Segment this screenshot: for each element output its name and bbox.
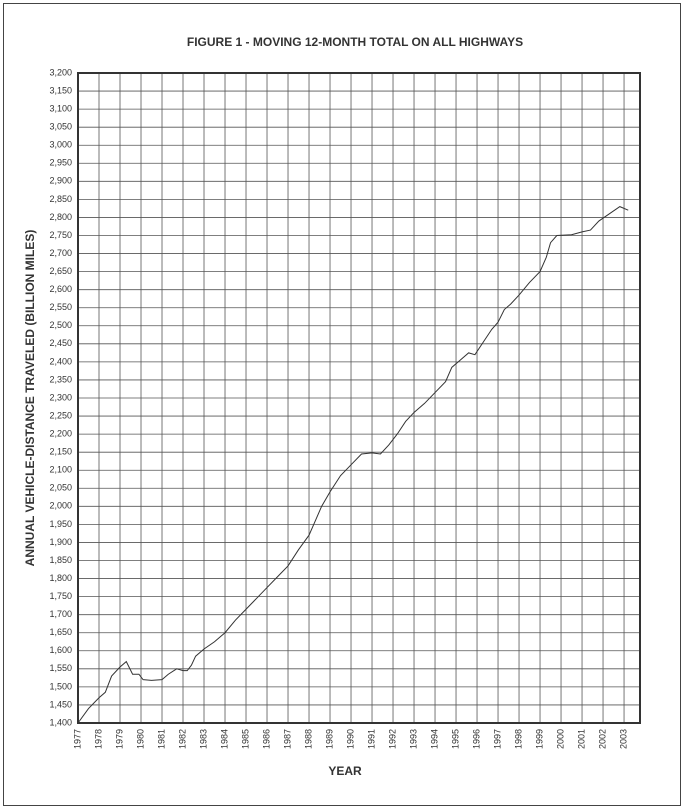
- data-line: [77, 206, 629, 724]
- x-tick-label: 1998: [513, 729, 523, 749]
- x-tick-label: 1979: [114, 729, 124, 749]
- x-tick-label: 1977: [72, 729, 82, 749]
- y-tick-label: 2,650: [49, 266, 72, 276]
- y-tick-label: 1,700: [49, 609, 72, 619]
- y-tick-label: 2,950: [49, 158, 72, 168]
- x-tick-label: 1981: [156, 729, 166, 749]
- x-tick-label: 1980: [135, 729, 145, 749]
- y-tick-label: 1,900: [49, 537, 72, 547]
- outer-frame: [3, 3, 681, 806]
- y-tick-label: 2,450: [49, 338, 72, 348]
- x-tick-label: 1988: [303, 729, 313, 749]
- y-tick-label: 3,050: [49, 122, 72, 132]
- y-tick-label: 1,650: [49, 627, 72, 637]
- y-tick-label: 2,250: [49, 410, 72, 420]
- y-tick-label: 1,550: [49, 663, 72, 673]
- y-tick-label: 2,800: [49, 212, 72, 222]
- x-tick-label: 2000: [555, 729, 565, 749]
- y-tick-label: 2,400: [49, 356, 72, 366]
- y-tick-label: 2,100: [49, 465, 72, 475]
- y-tick-label: 1,850: [49, 555, 72, 565]
- x-tick-label: 1990: [345, 729, 355, 749]
- plot-frame: [77, 72, 641, 724]
- y-tick-label: 2,300: [49, 392, 72, 402]
- y-tick-label: 1,800: [49, 573, 72, 583]
- x-tick-label: 1989: [324, 729, 334, 749]
- x-tick-label: 1992: [387, 729, 397, 749]
- y-tick-label: 1,950: [49, 519, 72, 529]
- x-tick-label: 2001: [576, 729, 586, 749]
- x-tick-label: 2003: [618, 729, 628, 749]
- x-tick-label: 1997: [492, 729, 502, 749]
- x-tick-label: 1991: [366, 729, 376, 749]
- x-tick-label: 1982: [177, 729, 187, 749]
- y-tick-label: 1,500: [49, 681, 72, 691]
- y-axis-label: ANNUAL VEHICLE-DISTANCE TRAVELED (BILLIO…: [23, 230, 37, 567]
- x-tick-label: 1986: [261, 729, 271, 749]
- y-tick-label: 3,150: [49, 85, 72, 95]
- y-tick-label: 1,400: [49, 717, 72, 727]
- x-tick-label: 1984: [219, 729, 229, 749]
- x-tick-label: 1978: [93, 729, 103, 749]
- x-tick-label: 1985: [240, 729, 250, 749]
- y-tick-label: 2,500: [49, 320, 72, 330]
- y-tick-label: 2,350: [49, 374, 72, 384]
- y-tick-label: 2,000: [49, 501, 72, 511]
- y-tick-label: 2,750: [49, 230, 72, 240]
- y-tick-label: 3,100: [49, 103, 72, 113]
- y-tick-label: 2,850: [49, 194, 72, 204]
- x-tick-label: 1995: [450, 729, 460, 749]
- y-tick-label: 2,550: [49, 302, 72, 312]
- x-tick-label: 2002: [597, 729, 607, 749]
- x-tick-label: 1994: [429, 729, 439, 749]
- x-tick-label: 1993: [408, 729, 418, 749]
- x-axis-label: YEAR: [328, 764, 362, 778]
- x-tick-label: 1999: [534, 729, 544, 749]
- y-tick-label: 3,200: [49, 67, 72, 77]
- y-tick-label: 1,600: [49, 645, 72, 655]
- y-tick-label: 1,450: [49, 699, 72, 709]
- y-tick-label: 2,900: [49, 176, 72, 186]
- chart-title: FIGURE 1 - MOVING 12-MONTH TOTAL ON ALL …: [187, 35, 523, 49]
- x-tick-label: 1987: [282, 729, 292, 749]
- y-tick-label: 1,750: [49, 591, 72, 601]
- y-tick-label: 3,000: [49, 140, 72, 150]
- y-tick-label: 2,600: [49, 284, 72, 294]
- y-tick-label: 2,050: [49, 483, 72, 493]
- y-tick-label: 2,150: [49, 447, 72, 457]
- y-tick-label: 2,700: [49, 248, 72, 258]
- x-tick-label: 1996: [471, 729, 481, 749]
- x-tick-label: 1983: [198, 729, 208, 749]
- y-tick-label: 2,200: [49, 428, 72, 438]
